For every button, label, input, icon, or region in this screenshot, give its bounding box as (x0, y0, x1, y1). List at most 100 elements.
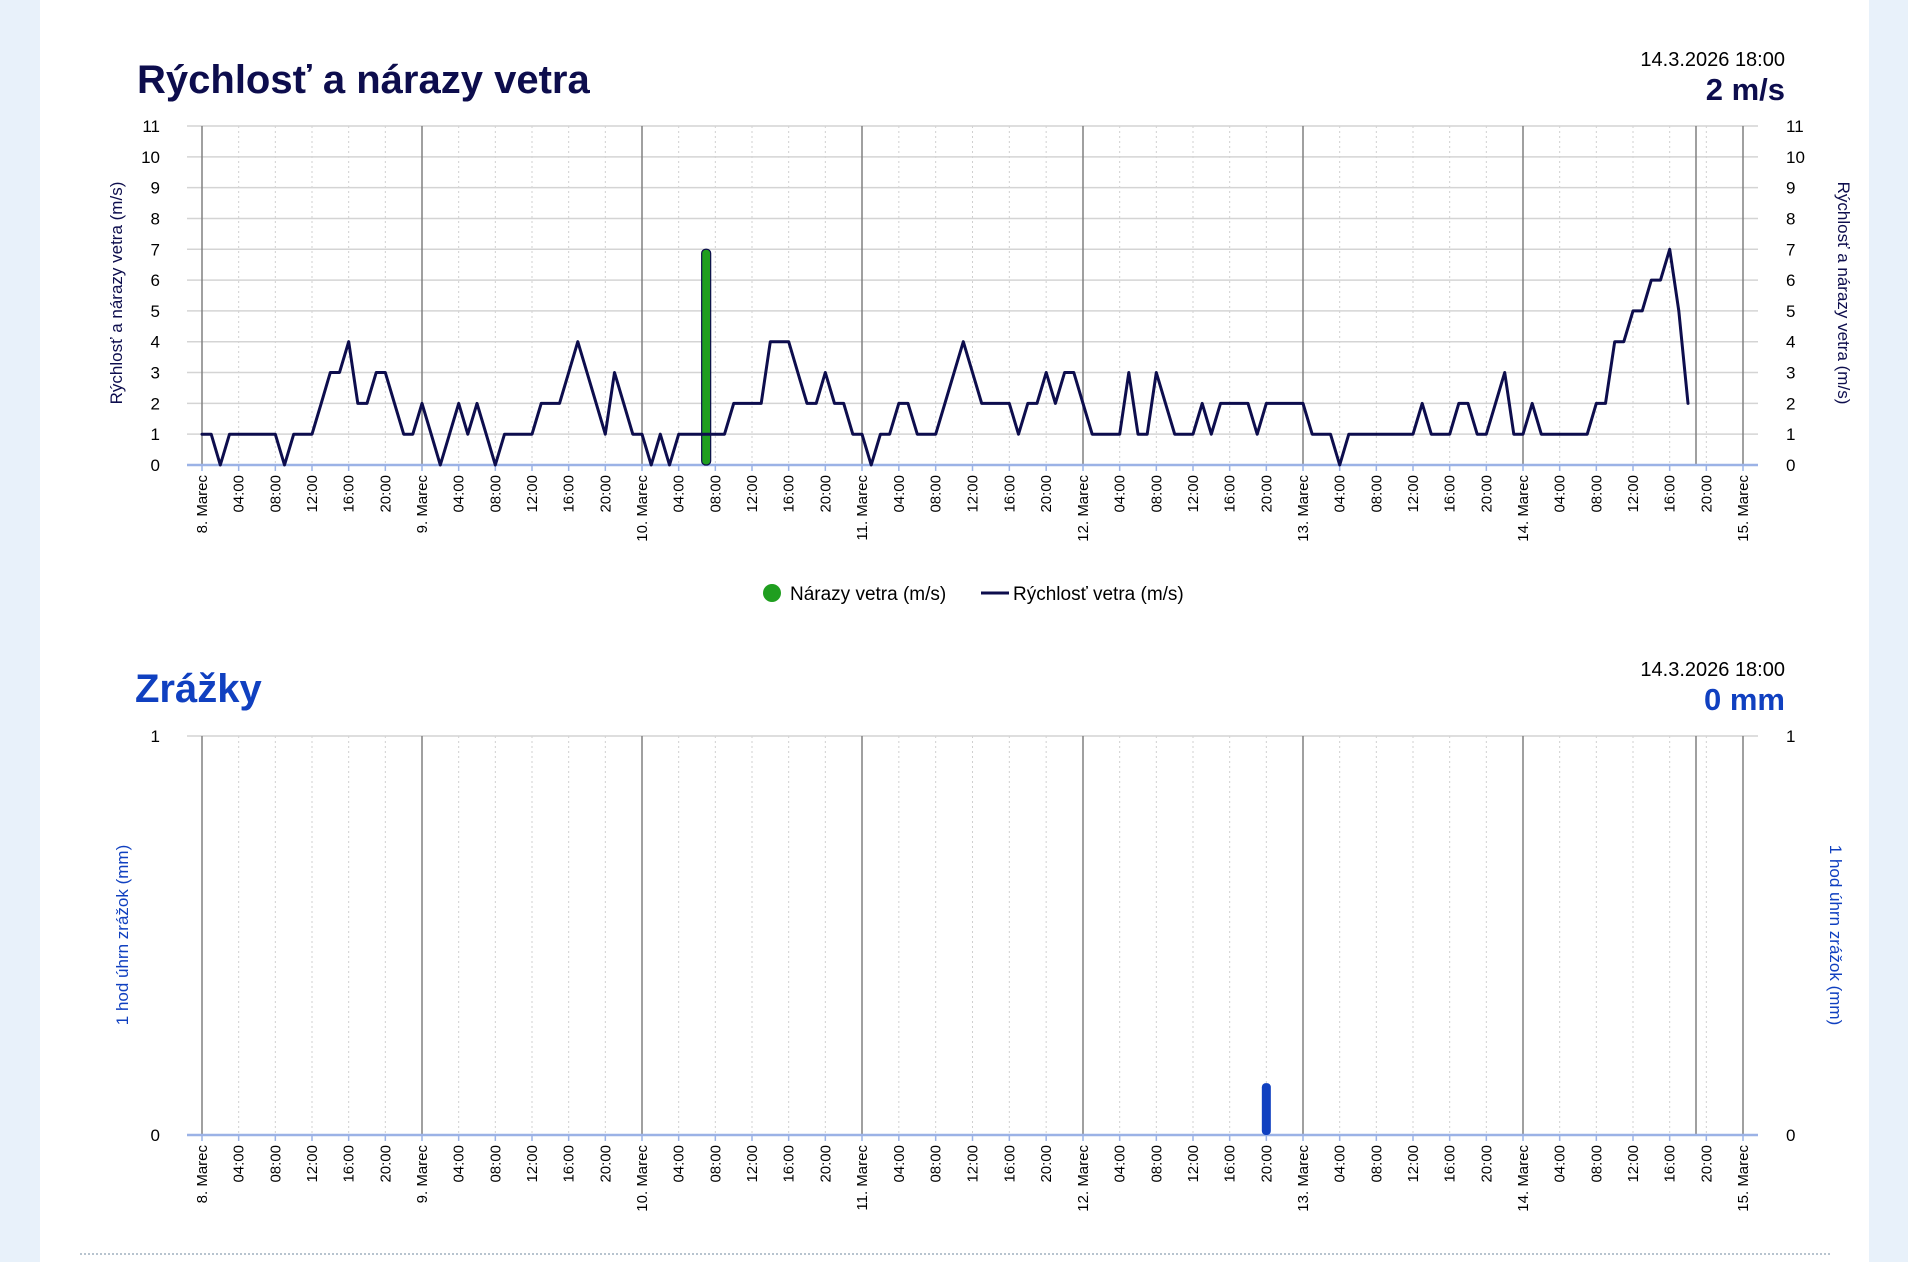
legend: Nárazy vetra (m/s) Rýchlosť vetra (m/s) (763, 584, 1184, 605)
x-tick-label: 16:00 (1222, 1145, 1239, 1183)
x-tick-label: 20:00 (1258, 1145, 1275, 1183)
y-tick-label-left: 5 (151, 302, 160, 321)
x-tick-label: 8. Marec (194, 475, 211, 534)
y-tick-label-left: 10 (141, 148, 160, 167)
x-tick-label: 20:00 (597, 1145, 614, 1183)
x-tick-label: 16:00 (1222, 475, 1239, 513)
x-tick-label: 12:00 (965, 475, 982, 513)
x-tick-label: 12. Marec (1075, 475, 1092, 542)
legend-gust-marker (763, 584, 781, 602)
y-tick-label-left: 9 (151, 179, 160, 198)
y-tick-label-right: 10 (1786, 148, 1805, 167)
x-tick-label: 20:00 (377, 1145, 394, 1183)
x-tick-label: 04:00 (671, 475, 688, 513)
x-tick-label: 20:00 (1698, 475, 1715, 513)
x-tick-label: 16:00 (1442, 1145, 1459, 1183)
x-tick-label: 12:00 (744, 1145, 761, 1183)
y-tick-label-left: 6 (151, 271, 160, 290)
x-tick-label: 08:00 (707, 1145, 724, 1183)
x-tick-label: 11. Marec (854, 1145, 871, 1211)
y-tick-label-right: 8 (1786, 209, 1795, 228)
x-tick-label: 12:00 (744, 475, 761, 513)
y-tick-label-right: 1 (1786, 425, 1795, 444)
x-tick-label: 12:00 (304, 1145, 321, 1183)
y-tick-label-left: 0 (151, 1126, 160, 1145)
x-tick-label: 04:00 (1332, 1145, 1349, 1183)
x-tick-label: 14. Marec (1515, 1145, 1532, 1212)
section-divider (80, 1253, 1830, 1255)
y-tick-label-right: 9 (1786, 179, 1795, 198)
x-tick-label: 16:00 (1001, 1145, 1018, 1183)
x-tick-label: 13. Marec (1295, 1145, 1312, 1212)
x-tick-label: 04:00 (1552, 1145, 1569, 1183)
x-tick-label: 12:00 (304, 475, 321, 513)
x-tick-label: 10. Marec (634, 475, 651, 542)
y-tick-label-left: 3 (151, 364, 160, 383)
y-tick-label-left: 0 (151, 456, 160, 475)
bar (1261, 1083, 1271, 1135)
x-tick-label: 04:00 (891, 475, 908, 513)
x-tick-label: 20:00 (817, 475, 834, 513)
x-tick-label: 08:00 (267, 1145, 284, 1183)
x-tick-label: 08:00 (1368, 1145, 1385, 1183)
x-tick-label: 16:00 (341, 475, 358, 513)
wind-chart-title: Rýchlosť a nárazy vetra (137, 58, 590, 102)
x-tick-label: 04:00 (1552, 475, 1569, 513)
x-tick-label: 08:00 (487, 1145, 504, 1183)
x-tick-label: 08:00 (267, 475, 284, 513)
x-tick-label: 04:00 (451, 475, 468, 513)
x-tick-label: 11. Marec (854, 475, 871, 541)
x-tick-label: 12:00 (1405, 1145, 1422, 1183)
x-tick-label: 16:00 (1662, 475, 1679, 513)
x-tick-label: 12:00 (1185, 475, 1202, 513)
x-tick-label: 16:00 (1001, 475, 1018, 513)
rain-chart-timestamp: 14.3.2026 18:00 (1640, 659, 1785, 681)
x-tick-label: 9. Marec (414, 475, 431, 534)
x-tick-label: 12:00 (1405, 475, 1422, 513)
x-tick-label: 16:00 (781, 475, 798, 513)
x-tick-label: 12:00 (524, 475, 541, 513)
x-tick-label: 04:00 (231, 1145, 248, 1183)
x-tick-label: 15. Marec (1735, 475, 1752, 542)
y-tick-label-right: 1 (1786, 727, 1795, 746)
y-tick-label-right: 2 (1786, 394, 1795, 413)
legend-wind-label: Rýchlosť vetra (m/s) (1013, 584, 1184, 605)
x-tick-label: 20:00 (1258, 475, 1275, 513)
x-tick-label: 9. Marec (414, 1145, 431, 1204)
x-tick-label: 08:00 (1148, 475, 1165, 513)
wind-chart-current-value: 2 m/s (1705, 72, 1785, 107)
y-tick-label-left: 8 (151, 209, 160, 228)
x-tick-label: 16:00 (781, 1145, 798, 1183)
y-axis-title-right: 1 hod úhrn zrážok (mm) (1826, 845, 1845, 1025)
x-tick-label: 08:00 (928, 475, 945, 513)
x-tick-label: 16:00 (561, 1145, 578, 1183)
x-tick-label: 08:00 (1588, 475, 1605, 513)
x-tick-label: 04:00 (671, 1145, 688, 1183)
y-tick-label-left: 4 (151, 333, 160, 352)
x-tick-label: 16:00 (1662, 1145, 1679, 1183)
x-tick-label: 20:00 (1478, 1145, 1495, 1183)
x-tick-label: 20:00 (1698, 1145, 1715, 1183)
x-tick-label: 12. Marec (1075, 1145, 1092, 1212)
series-line (200, 247, 1690, 467)
x-tick-label: 20:00 (597, 475, 614, 513)
chart-panel (40, 0, 1869, 1262)
x-tick-label: 20:00 (1038, 1145, 1055, 1183)
x-tick-label: 04:00 (1332, 475, 1349, 513)
x-tick-label: 12:00 (1625, 475, 1642, 513)
bar (701, 248, 712, 466)
x-tick-label: 16:00 (1442, 475, 1459, 513)
y-axis-title-left: Rýchlosť a nárazy vetra (m/s) (107, 182, 126, 405)
x-tick-label: 13. Marec (1295, 475, 1312, 542)
y-axis-title-right: Rýchlosť a nárazy vetra (m/s) (1834, 182, 1853, 405)
x-tick-label: 04:00 (1112, 1145, 1129, 1183)
x-tick-label: 04:00 (451, 1145, 468, 1183)
x-tick-label: 12:00 (524, 1145, 541, 1183)
rain-chart-title: Zrážky (135, 667, 262, 711)
x-tick-label: 14. Marec (1515, 475, 1532, 542)
x-tick-label: 12:00 (965, 1145, 982, 1183)
y-tick-label-right: 11 (1786, 117, 1804, 136)
y-tick-label-right: 3 (1786, 364, 1795, 383)
